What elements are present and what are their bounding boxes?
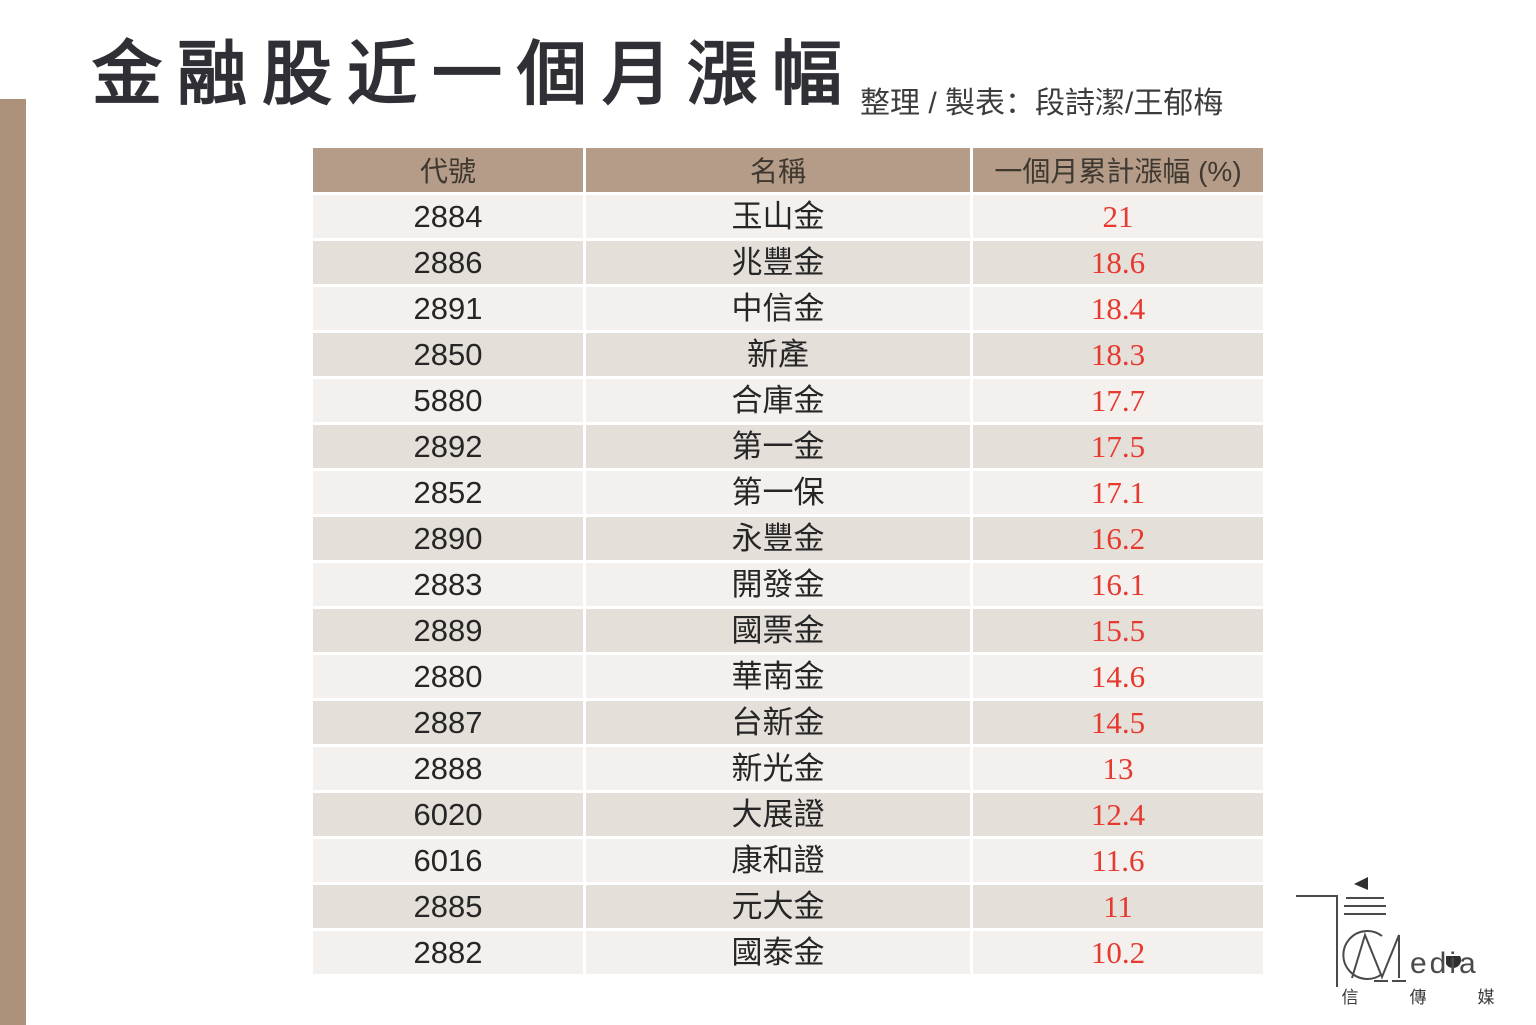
name-cell: 華南金: [586, 655, 970, 698]
logo-flag-mark: [1354, 877, 1368, 890]
code-cell: 5880: [313, 379, 583, 422]
name-cell: 元大金: [586, 885, 970, 928]
table-row: 2887 台新金 14.5: [313, 701, 1263, 744]
name-cell: 第一保: [586, 471, 970, 514]
name-cell: 第一金: [586, 425, 970, 468]
logo-cjk-chuan: 傳: [1410, 988, 1427, 1007]
change-cell: 13: [973, 747, 1263, 790]
change-cell: 14.6: [973, 655, 1263, 698]
code-cell: 2892: [313, 425, 583, 468]
change-cell: 10.2: [973, 931, 1263, 974]
name-cell: 台新金: [586, 701, 970, 744]
code-cell: 2852: [313, 471, 583, 514]
table-row: 6016 康和證 11.6: [313, 839, 1263, 882]
code-cell: 2890: [313, 517, 583, 560]
table-row: 2883 開發金 16.1: [313, 563, 1263, 606]
name-cell: 新光金: [586, 747, 970, 790]
code-cell: 2891: [313, 287, 583, 330]
code-cell: 2887: [313, 701, 583, 744]
cmedia-logo: edia 信 傳 媒: [1288, 852, 1513, 1007]
table-row: 5880 合庫金 17.7: [313, 379, 1263, 422]
column-header-change: 一個月累計漲幅 (%): [973, 148, 1263, 192]
table-row: 2891 中信金 18.4: [313, 287, 1263, 330]
code-cell: 2886: [313, 241, 583, 284]
header-row: 代號 名稱 一個月累計漲幅 (%): [313, 148, 1263, 192]
code-cell: 2885: [313, 885, 583, 928]
change-cell: 18.4: [973, 287, 1263, 330]
change-cell: 17.1: [973, 471, 1263, 514]
change-cell: 21: [973, 195, 1263, 238]
change-cell: 17.5: [973, 425, 1263, 468]
table-row: 2890 永豐金 16.2: [313, 517, 1263, 560]
code-cell: 6020: [313, 793, 583, 836]
code-cell: 2850: [313, 333, 583, 376]
change-cell: 11.6: [973, 839, 1263, 882]
code-cell: 2889: [313, 609, 583, 652]
change-cell: 14.5: [973, 701, 1263, 744]
name-cell: 國票金: [586, 609, 970, 652]
name-cell: 永豐金: [586, 517, 970, 560]
logo-letter-c: [1342, 930, 1383, 980]
change-cell: 17.7: [973, 379, 1263, 422]
logo-text-edia: edia: [1410, 947, 1479, 980]
table-row: 2852 第一保 17.1: [313, 471, 1263, 514]
name-cell: 玉山金: [586, 195, 970, 238]
name-cell: 新產: [586, 333, 970, 376]
logo-bracket-stroke: [1296, 895, 1338, 987]
code-cell: 2888: [313, 747, 583, 790]
change-cell: 18.6: [973, 241, 1263, 284]
change-cell: 12.4: [973, 793, 1263, 836]
logo-cjk-xin: 信: [1342, 988, 1359, 1007]
table-row: 2880 華南金 14.6: [313, 655, 1263, 698]
change-cell: 11: [973, 885, 1263, 928]
left-accent-bar: [0, 99, 26, 1025]
code-cell: 2884: [313, 195, 583, 238]
table-row: 2888 新光金 13: [313, 747, 1263, 790]
table-header: 代號 名稱 一個月累計漲幅 (%): [313, 148, 1263, 192]
code-cell: 2882: [313, 931, 583, 974]
change-cell: 16.2: [973, 517, 1263, 560]
name-cell: 大展證: [586, 793, 970, 836]
table-body: 2884 玉山金 21 2886 兆豐金 18.6 2891 中信金 18.4 2850 新產 18.…: [313, 195, 1263, 974]
code-cell: 6016: [313, 839, 583, 882]
name-cell: 康和證: [586, 839, 970, 882]
logo-mark-strokes: [1296, 895, 1406, 987]
code-cell: 2880: [313, 655, 583, 698]
table-row: 2885 元大金 11: [313, 885, 1263, 928]
change-cell: 18.3: [973, 333, 1263, 376]
logo-letter-m: [1351, 931, 1400, 980]
column-header-code: 代號: [313, 148, 583, 192]
name-cell: 中信金: [586, 287, 970, 330]
table-row: 2886 兆豐金 18.6: [313, 241, 1263, 284]
logo-d-fill: [1446, 956, 1462, 969]
code-cell: 2883: [313, 563, 583, 606]
column-header-name: 名稱: [586, 148, 970, 192]
change-cell: 15.5: [973, 609, 1263, 652]
stock-gain-table: 代號 名稱 一個月累計漲幅 (%) 2884 玉山金 21 2886 兆豐金 18.6 28…: [310, 145, 1266, 977]
name-cell: 開發金: [586, 563, 970, 606]
table-row: 2850 新產 18.3: [313, 333, 1263, 376]
table-row: 2884 玉山金 21: [313, 195, 1263, 238]
name-cell: 合庫金: [586, 379, 970, 422]
name-cell: 兆豐金: [586, 241, 970, 284]
logo-cjk-mei: 媒: [1478, 988, 1495, 1007]
page-title: 金融股近一個月漲幅: [92, 35, 857, 113]
table-row: 2889 國票金 15.5: [313, 609, 1263, 652]
change-cell: 16.1: [973, 563, 1263, 606]
name-cell: 國泰金: [586, 931, 970, 974]
table-row: 2892 第一金 17.5: [313, 425, 1263, 468]
credit-byline: 整理 / 製表：段詩潔/王郁梅: [860, 87, 1224, 120]
table-row: 6020 大展證 12.4: [313, 793, 1263, 836]
table-row: 2882 國泰金 10.2: [313, 931, 1263, 974]
